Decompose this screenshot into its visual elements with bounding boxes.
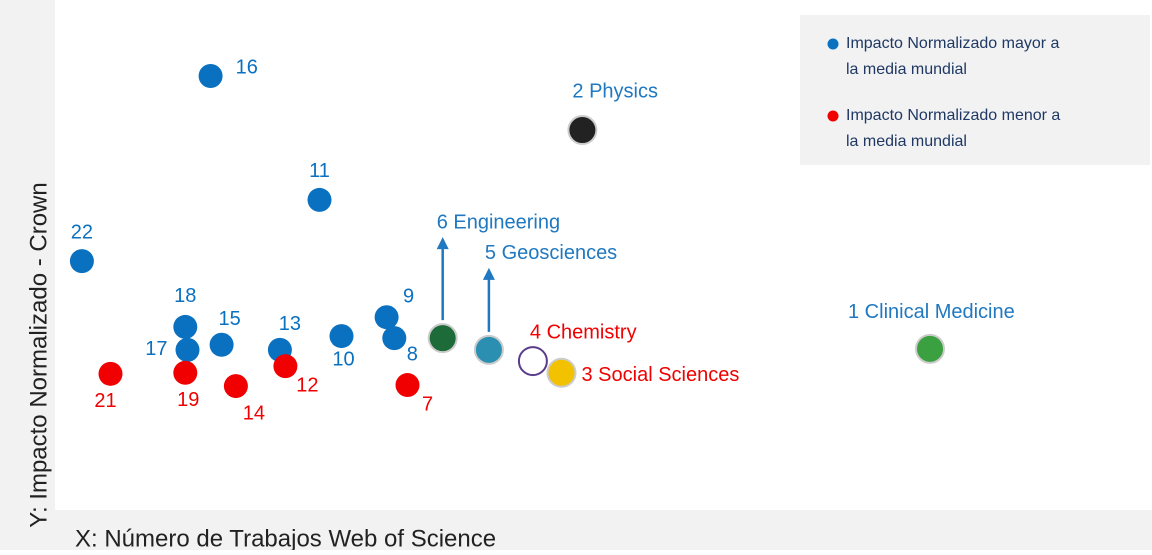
point-label: 16 [236, 56, 258, 78]
legend-label: Impacto Normalizado menor a la media mund… [846, 107, 1060, 150]
point-label: 11 [309, 160, 330, 182]
point-label: 18 [174, 285, 196, 307]
x-axis-band [55, 510, 1152, 550]
field-icon [427, 323, 458, 354]
y-axis-band [0, 0, 55, 550]
point-label: 10 [332, 348, 354, 370]
point [198, 63, 223, 88]
field-label: 2 Physics [572, 80, 658, 102]
point [98, 361, 123, 386]
point-label: 19 [177, 389, 199, 411]
field-label: 1 Clinical Medicine [848, 301, 1015, 323]
point-label: 21 [94, 390, 116, 412]
point [173, 360, 198, 385]
legend-marker [827, 38, 839, 50]
arrow-head [482, 267, 495, 280]
field-icon [517, 346, 548, 377]
point [374, 305, 399, 330]
field-icon [473, 334, 504, 365]
point-label: 15 [218, 308, 240, 330]
point [173, 314, 198, 339]
point [209, 332, 234, 357]
field-icon [546, 357, 577, 388]
point-label: 8 [407, 343, 418, 365]
point-label: 7 [422, 393, 433, 415]
field-label: 4 Chemistry [530, 321, 637, 343]
field-label: 3 Social Sciences [582, 364, 740, 386]
point-label: 13 [279, 313, 301, 335]
point-label: 22 [71, 221, 93, 243]
point-label: 9 [403, 286, 414, 308]
field-label: 5 Geosciences [485, 242, 617, 264]
field-icon [567, 115, 598, 146]
field-icon [915, 333, 945, 364]
point-label: 12 [296, 374, 318, 396]
point-label: 14 [243, 402, 265, 424]
arrow-head [436, 237, 449, 250]
field-label: 6 Engineering [437, 211, 560, 233]
point [273, 354, 298, 379]
y-axis-label: Y: Impacto Normalizado - Crown [25, 182, 52, 527]
legend-marker [827, 110, 839, 122]
point [307, 187, 332, 212]
point [175, 337, 200, 362]
point [69, 249, 94, 274]
point [223, 374, 248, 399]
point [329, 324, 354, 349]
x-axis-label: X: Número de Trabajos Web of Science [75, 525, 496, 550]
point [395, 373, 420, 398]
point [382, 326, 407, 351]
legend-label: Impacto Normalizado mayor a la media mund… [846, 35, 1060, 78]
point-label: 17 [145, 338, 167, 360]
legend-box [800, 15, 1150, 165]
